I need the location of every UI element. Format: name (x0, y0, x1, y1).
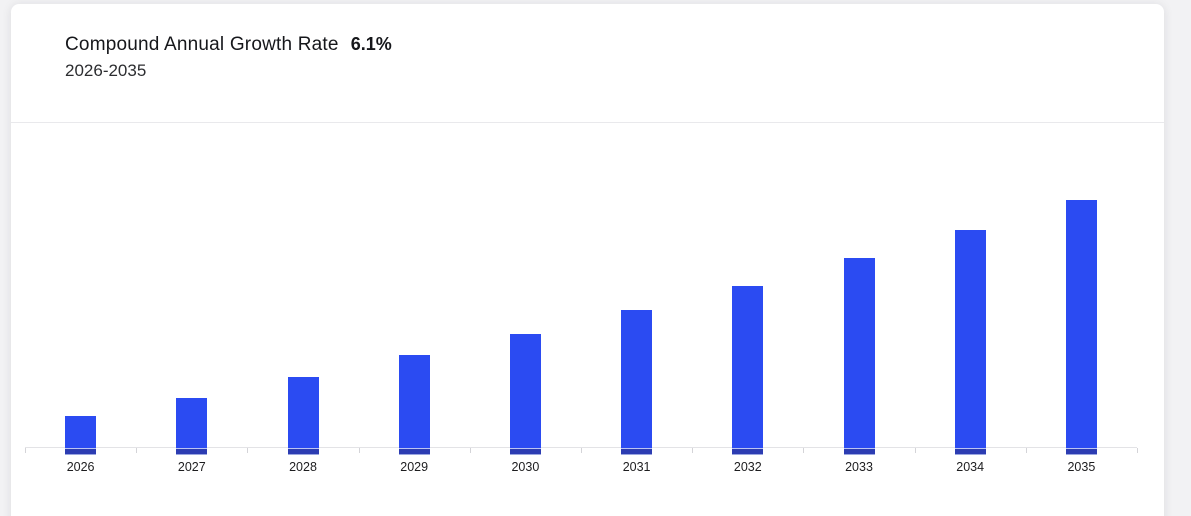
bar-2033[interactable] (843, 258, 875, 455)
bar-base (621, 448, 653, 455)
axis-tick (247, 448, 248, 453)
x-axis-label-2034: 2034 (956, 460, 985, 474)
bar-2029[interactable] (398, 355, 430, 455)
x-axis-label-2029: 2029 (400, 460, 429, 474)
bar-2031[interactable] (621, 310, 653, 455)
bar-base (65, 448, 97, 455)
bar-base (176, 448, 208, 455)
title-row: Compound Annual Growth Rate 6.1% (65, 34, 1164, 56)
bar-base (287, 448, 319, 455)
x-axis-label-2031: 2031 (622, 460, 651, 474)
plot-area: 2026 2027 2028 2029 2030 2031 2032 2033 2034 2035 (25, 150, 1138, 474)
bar-2027[interactable] (176, 398, 208, 455)
bar-base (398, 448, 430, 455)
axis-tick (1026, 448, 1027, 453)
axis-tick (1137, 448, 1138, 453)
bar-base (954, 448, 986, 455)
chart-card: Compound Annual Growth Rate 6.1% 2026-20… (11, 4, 1164, 516)
x-axis-label-2033: 2033 (845, 460, 873, 474)
chart-header: Compound Annual Growth Rate 6.1% 2026-20… (11, 4, 1164, 123)
chart-title: Compound Annual Growth Rate (65, 34, 339, 55)
bar-base (1065, 448, 1097, 455)
chart-subtitle: 2026-2035 (65, 61, 147, 80)
x-axis-label-2030: 2030 (511, 460, 540, 474)
x-axis-label-2032: 2032 (733, 460, 762, 474)
x-axis-label-2035: 2035 (1067, 460, 1096, 474)
axis-tick (915, 448, 916, 453)
bar-base (732, 448, 764, 455)
axis-tick (581, 448, 582, 453)
axis-tick (470, 448, 471, 453)
axis-tick (692, 448, 693, 453)
axis-tick (359, 448, 360, 453)
bar-base (509, 448, 541, 455)
bar-2028[interactable] (287, 377, 319, 455)
bar-2030[interactable] (509, 334, 541, 455)
x-axis-label-2028: 2028 (289, 460, 317, 474)
bar-2026[interactable] (65, 416, 97, 455)
axis-tick (25, 448, 26, 453)
x-axis-label-2026: 2026 (66, 460, 95, 474)
bar-2032[interactable] (732, 286, 764, 455)
bar-base (843, 448, 875, 455)
bar-2035[interactable] (1065, 200, 1097, 455)
axis-tick (803, 448, 804, 453)
x-axis-label-2027: 2027 (177, 460, 206, 474)
x-axis-line (25, 447, 1137, 448)
bar-2034[interactable] (954, 230, 986, 455)
axis-tick (136, 448, 137, 453)
cagr-value: 6.1% (350, 34, 392, 54)
